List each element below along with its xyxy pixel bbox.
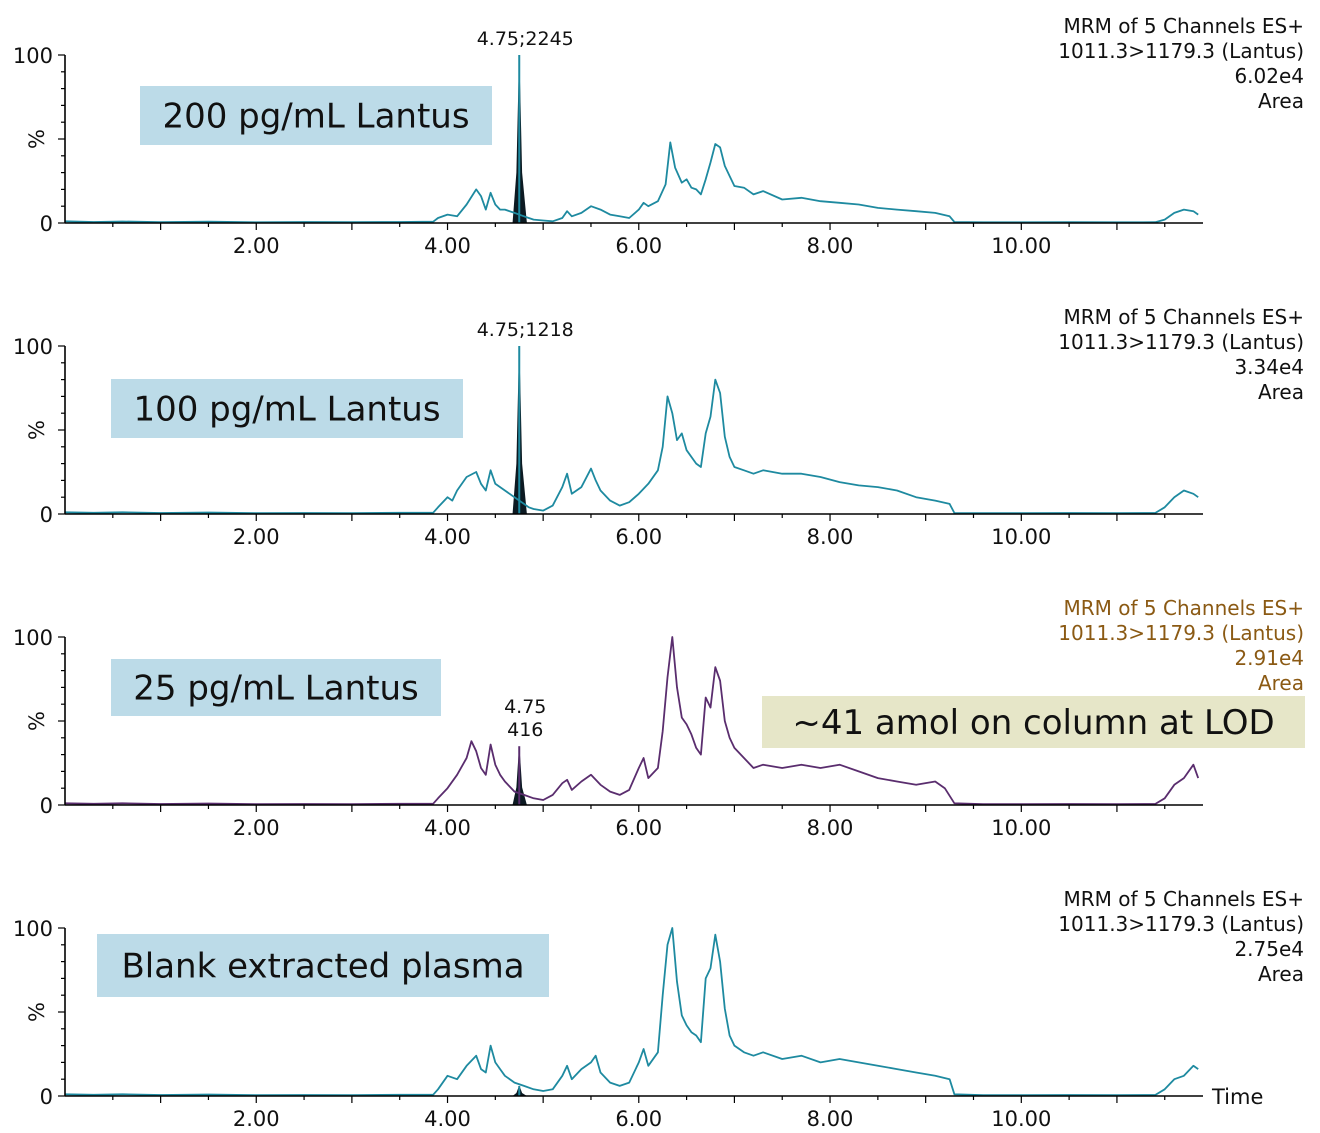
channel-info-line: 2.75e4: [1234, 937, 1304, 961]
peak-label: 416: [507, 719, 543, 741]
channel-info-line: Area: [1258, 962, 1304, 986]
peak-label: 4.75: [504, 696, 546, 718]
x-tick-label: 10.00: [991, 525, 1051, 549]
channel-info-line: Area: [1258, 671, 1304, 695]
sample-label: Blank extracted plasma: [121, 947, 524, 987]
channel-info-line: MRM of 5 Channels ES+: [1064, 887, 1304, 911]
y-tick-label: 0: [40, 503, 53, 527]
channel-info-line: 1011.3>1179.3 (Lantus): [1058, 330, 1304, 354]
sample-label: 100 pg/mL Lantus: [133, 390, 440, 430]
x-tick-label: 2.00: [233, 525, 280, 549]
chromatogram-panel-4: Blank extracted plasma 0 100% 2.00 4.00 6.00 8…: [13, 887, 1304, 1131]
channel-info-line: 2.91e4: [1234, 646, 1304, 670]
chromatogram-panel-3: 25 pg/mL Lantus 0 100% 2.00 4.00 6.00 8.00 10.0…: [13, 596, 1305, 840]
x-tick-label: 2.00: [233, 234, 280, 258]
x-tick-label: 6.00: [615, 1107, 662, 1131]
y-tick-label: 0: [40, 1085, 53, 1109]
x-tick-label: 8.00: [807, 234, 854, 258]
x-axis-label: Time: [1211, 1085, 1263, 1109]
x-tick-label: 2.00: [233, 1107, 280, 1131]
y-tick-label: 100: [13, 626, 53, 650]
chromatogram-panel-2: 100 pg/mL Lantus 0 100% 2.00 4.00 6.00 8.00 10.…: [13, 305, 1304, 549]
peak-label: 4.75;1218: [477, 319, 574, 341]
x-tick-label: 8.00: [807, 816, 854, 840]
channel-info-line: 3.34e4: [1234, 355, 1304, 379]
sample-label-box: [111, 379, 463, 438]
peak-label: 4.75;2245: [477, 28, 574, 50]
sample-label-box: [111, 659, 441, 716]
sample-label-box: [97, 934, 549, 997]
x-tick-label: 8.00: [807, 1107, 854, 1131]
x-tick-label: 10.00: [991, 234, 1051, 258]
channel-info-line: MRM of 5 Channels ES+: [1064, 596, 1304, 620]
chromatogram-panel-1: 200 pg/mL Lantus 0 100% 2.00 4.00 6.00 8.00 10.…: [13, 14, 1304, 258]
channel-info-line: 1011.3>1179.3 (Lantus): [1058, 621, 1304, 645]
x-tick-label: 10.00: [991, 1107, 1051, 1131]
sample-label-box: [140, 86, 492, 145]
y-tick-label: 0: [40, 794, 53, 818]
x-tick-label: 6.00: [615, 525, 662, 549]
y-axis-label: %: [25, 1002, 49, 1022]
x-tick-label: 4.00: [424, 525, 471, 549]
channel-info-line: 6.02e4: [1234, 64, 1304, 88]
lod-note: ~41 amol on column at LOD: [792, 703, 1274, 743]
channel-info-line: 1011.3>1179.3 (Lantus): [1058, 912, 1304, 936]
x-tick-label: 8.00: [807, 525, 854, 549]
channel-info-line: MRM of 5 Channels ES+: [1064, 305, 1304, 329]
chromatogram-trace: [64, 378, 1199, 515]
sample-label: 25 pg/mL Lantus: [133, 669, 418, 709]
x-tick-label: 6.00: [615, 234, 662, 258]
x-tick-label: 4.00: [424, 234, 471, 258]
y-tick-label: 100: [13, 917, 53, 941]
sample-label: 200 pg/mL Lantus: [162, 97, 469, 137]
channel-info-line: Area: [1258, 89, 1304, 113]
chromatogram-trace: [64, 927, 1199, 1097]
channel-info-line: Area: [1258, 380, 1304, 404]
y-axis-label: %: [25, 711, 49, 731]
chromatogram-trace: [64, 141, 1199, 224]
y-tick-label: 0: [40, 212, 53, 236]
x-tick-label: 4.00: [424, 1107, 471, 1131]
y-tick-label: 100: [13, 335, 53, 359]
chromatogram-trace: [64, 636, 1200, 806]
x-tick-label: 6.00: [615, 816, 662, 840]
y-tick-label: 100: [13, 44, 53, 68]
channel-info-line: MRM of 5 Channels ES+: [1064, 14, 1304, 38]
y-axis-label: %: [25, 129, 49, 149]
lod-note-box: [762, 696, 1305, 748]
x-tick-label: 2.00: [233, 816, 280, 840]
x-tick-label: 10.00: [991, 816, 1051, 840]
y-axis-label: %: [25, 420, 49, 440]
channel-info-line: 1011.3>1179.3 (Lantus): [1058, 39, 1304, 63]
x-tick-label: 4.00: [424, 816, 471, 840]
